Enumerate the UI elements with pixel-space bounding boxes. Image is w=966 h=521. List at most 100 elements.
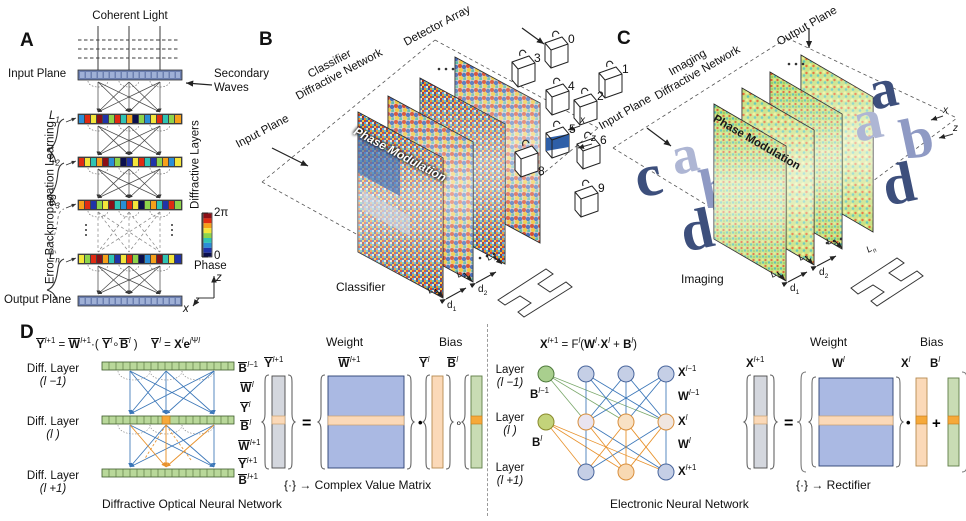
- optical-layer-row-2-line1: Diff. Layer: [26, 470, 80, 482]
- distance-sub: 2: [824, 273, 829, 280]
- electronic-matrix-weight-label: Wl: [832, 355, 845, 370]
- node-lp1-1: [617, 463, 635, 481]
- optical-equation-second: Yl = XlejΨl: [150, 336, 200, 351]
- panel-a-layer-label-2: L3: [49, 196, 60, 210]
- optical-layer-row-1-line1: Diff. Layer: [26, 416, 80, 428]
- detector-box-8: [514, 139, 539, 178]
- electronic-matrix-result-label: Xl+1: [746, 355, 765, 370]
- layer-sub: 3: [55, 201, 60, 211]
- secondary-waves-label-line1: Secondary: [214, 68, 269, 80]
- node-l-2: [657, 413, 675, 431]
- panel-a-label: A: [20, 30, 34, 51]
- panel-c-z-axis-label: z: [953, 123, 958, 134]
- electronic-weight-matrix: [807, 376, 905, 468]
- panel-a-diagram: [46, 26, 217, 307]
- electronic-matrix-bias-label: Bl: [930, 355, 941, 370]
- panel-b-x-axis-label: x: [580, 115, 585, 126]
- optical-y-vector: [421, 374, 455, 470]
- distance-sub: 1: [452, 306, 457, 313]
- optical-bar-layer-1: [101, 415, 235, 425]
- electronic-dot-sign: •: [906, 415, 911, 430]
- electronic-layer-row-0: Layer (l −1): [488, 364, 532, 390]
- electronic-matrix-footnote: {·} → Rectifier: [796, 478, 871, 492]
- electronic-layer-row-1-line1: Layer: [495, 412, 525, 424]
- detector-box-1: [598, 60, 623, 99]
- input-letter-c: c: [628, 141, 668, 211]
- panel-c-diagram: c a b d a: [612, 28, 958, 307]
- layer-base: L: [49, 250, 56, 262]
- electronic-layer-row-0-line2: (l −1): [496, 377, 524, 390]
- optical-matrix-result-label: Yl+1: [264, 355, 284, 370]
- electronic-layer-row-2-line1: Layer: [495, 462, 525, 474]
- optical-right-label-b-lm1: Bl−1: [238, 360, 258, 375]
- colorbar-caption: Phase: [194, 260, 227, 272]
- propagation-arrow: [497, 268, 573, 318]
- panel-a-layer-label-3: Ln: [49, 250, 60, 264]
- electronic-right-label-x-lm1: Xl−1: [678, 364, 697, 379]
- electronic-matrix-equation: Weight Bias Xl+1 Wl Xl Bl = •: [742, 335, 966, 506]
- optical-layer-row-0-line2: (l −1): [39, 376, 67, 389]
- distance-base: d: [447, 300, 453, 311]
- panel-a-layer-label-1: L2: [49, 153, 60, 167]
- detector-label-1: 1: [622, 62, 629, 76]
- optical-layer-row-2: Diff. Layer (l +1): [12, 470, 94, 496]
- optical-equations: Yl+1 = Wl+1·( Yl∘Bl ) Yl = XlejΨl: [36, 336, 200, 351]
- node-l-1: [617, 413, 635, 431]
- distance-base: d: [478, 284, 484, 295]
- distance-sub: 2: [483, 290, 488, 297]
- electronic-bias-label-l: Bl: [532, 434, 543, 449]
- secondary-waves-label-line2: Waves: [214, 82, 249, 94]
- electronic-layer-row-1: Layer (l ): [488, 412, 532, 438]
- layer-base: L: [49, 153, 56, 165]
- optical-equation-main: Yl+1 = Wl+1·( Yl∘Bl ): [36, 336, 138, 351]
- optical-dot-sign: •: [418, 415, 423, 430]
- distance-base: d: [790, 283, 796, 294]
- panel-c-distance-label-1: d2: [819, 267, 828, 280]
- electronic-right-label-w-l: Wl: [678, 436, 691, 451]
- optical-right-label-y-lp1: Yl+1: [238, 456, 258, 471]
- electronic-eq-sign: =: [784, 415, 793, 432]
- optical-layer-row-1: Diff. Layer (l ): [12, 416, 94, 442]
- optical-layer-row-1-line2: (l ): [46, 429, 60, 442]
- panel-d-label: D: [20, 322, 34, 343]
- optical-matrix-bias-label: Bl: [447, 355, 459, 370]
- node-l-0: [577, 413, 595, 431]
- node-lm1-0: [577, 365, 595, 383]
- electronic-result-vector: [742, 374, 779, 470]
- detector-box-2: [573, 87, 598, 126]
- optical-matrix-weight-label: Wl+1: [338, 355, 361, 370]
- diffractive-layer-bars: [77, 113, 183, 265]
- panel-a-title: Coherent Light: [92, 10, 168, 22]
- electronic-plus-sign: +: [932, 415, 941, 432]
- optical-hadamard-sign: ∘: [455, 416, 463, 430]
- electronic-bias-label-lm1: Bl−1: [530, 386, 549, 401]
- colorbar-min-label: 0: [214, 250, 221, 262]
- detector-box-9: [574, 179, 599, 218]
- panel-d-divider: [487, 324, 488, 516]
- detector-box-4: [545, 77, 570, 116]
- panel-c-propagation-arrow: [850, 257, 924, 307]
- electronic-right-label-w-lm1: Wl−1: [678, 388, 700, 403]
- optical-right-label-y-l: Yl: [240, 400, 251, 415]
- layer-sub: 2: [55, 158, 60, 168]
- electronic-b-vector: [947, 377, 960, 467]
- layer-base: L: [49, 196, 56, 208]
- optical-b-vector: [460, 374, 483, 470]
- electronic-caption: Electronic Neural Network: [610, 497, 749, 511]
- panel-d: D Yl+1 = Wl+1·( Yl∘Bl ) Yl = XlejΨl: [0, 320, 966, 521]
- panel-a: A Coherent Light: [0, 0, 269, 320]
- panel-a-x-axis-label: x: [183, 303, 189, 315]
- input-plane-bar: [77, 69, 183, 81]
- node-lm1-1: [617, 365, 635, 383]
- optical-eq-sign: =: [302, 415, 311, 432]
- colorbar-max-label: 2π: [214, 207, 229, 219]
- panel-a-input-plane-label: Input Plane: [8, 68, 67, 80]
- optical-matrix-footnote: {·} → Complex Value Matrix: [284, 478, 432, 492]
- panel-c-distance-label-0: d1: [790, 283, 799, 296]
- detector-label-3: 3: [534, 51, 541, 65]
- optical-matrix-equation: Weight Bias Yl+1 Wl+1 Yl Bl = •: [260, 335, 484, 506]
- electronic-weight-header: Weight: [810, 335, 848, 349]
- electronic-bias-header: Bias: [920, 335, 944, 349]
- detector-label-8: 8: [538, 164, 545, 178]
- optical-right-label-w-l: Wl: [240, 380, 254, 395]
